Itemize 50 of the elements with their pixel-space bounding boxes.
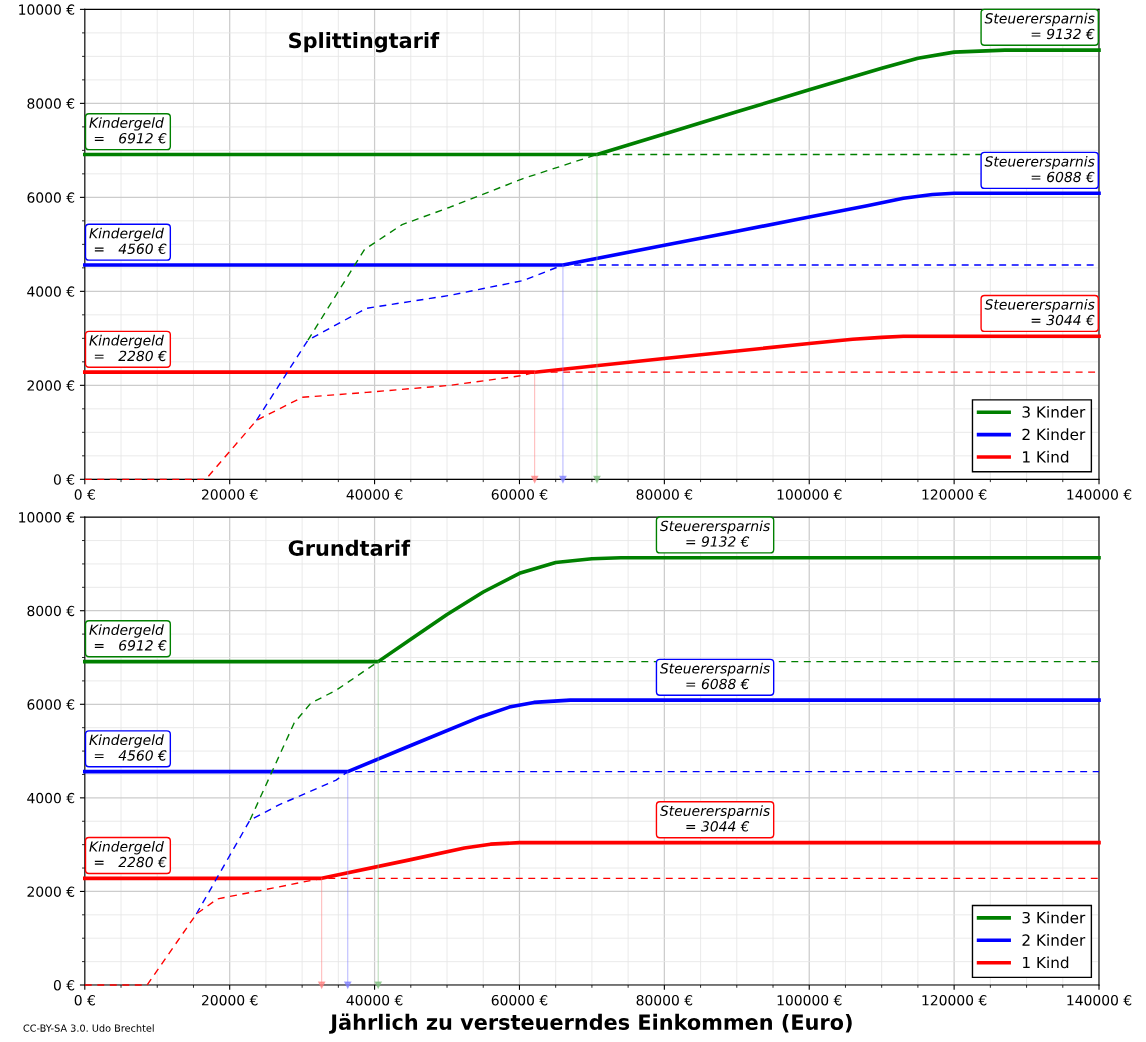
y-tick-label: 0 € xyxy=(53,474,75,485)
text: CC-BY-SA 3.0. Udo Brechtel xyxy=(23,1024,154,1032)
x-tick-label: 40000 € xyxy=(346,994,403,1006)
y-tick-label: 2000 € xyxy=(27,886,75,897)
y-tick-label: 4000 € xyxy=(27,286,75,297)
annotation: Steuerersparnis = 3044 € xyxy=(660,805,770,832)
x-tick-label: 60000 € xyxy=(491,489,548,500)
annotation: Kindergeld = 2280 € xyxy=(89,841,167,868)
y-tick-label: 0 € xyxy=(53,979,75,991)
y-tick-label: 10000 € xyxy=(19,512,75,523)
x-tick-label: 20000 € xyxy=(201,489,258,500)
text: Grundtarif xyxy=(288,539,411,556)
annotation: Kindergeld = 6912 € xyxy=(89,624,167,651)
annotation: Steuerersparnis = 3044 € xyxy=(984,298,1095,326)
x-tick-label: 140000 € xyxy=(1067,994,1132,1006)
text: Splittingtarif xyxy=(289,32,440,53)
legend-label: 1 Kind xyxy=(1023,450,1069,463)
annotation: Kindergeld = 2280 € xyxy=(89,334,167,362)
x-axis-title: Jährlich zu versteuerndes Einkommen (Euro) xyxy=(329,1013,852,1034)
x-tick-label: 60000 € xyxy=(491,994,548,1006)
x-tick-label: 120000 € xyxy=(922,994,987,1006)
annotation: Steuerersparnis = 6088 € xyxy=(984,155,1095,183)
y-tick-label: 6000 € xyxy=(27,699,75,710)
annotation: Kindergeld = 6912 € xyxy=(89,117,167,144)
x-tick-label: 120000 € xyxy=(922,489,987,500)
x-tick-label: 100000 € xyxy=(777,489,842,500)
x-tick-label: 80000 € xyxy=(636,489,693,500)
y-tick-label: 6000 € xyxy=(27,192,75,203)
y-tick-label: 2000 € xyxy=(27,380,75,391)
annotation: Kindergeld = 4560 € xyxy=(89,227,167,254)
y-tick-label: 8000 € xyxy=(27,98,75,109)
annotation: Steuerersparnis = 9132 € xyxy=(660,520,770,547)
annotation: Steuerersparnis = 6088 € xyxy=(660,662,770,690)
y-tick-label: 8000 € xyxy=(27,605,75,617)
x-tick-label: 0 € xyxy=(74,994,95,1006)
legend-label: 1 Kind xyxy=(1023,956,1069,969)
legend-label: 2 Kinder xyxy=(1022,934,1086,946)
x-tick-label: 140000 € xyxy=(1067,489,1132,500)
x-tick-label: 40000 € xyxy=(346,489,403,500)
y-tick-label: 4000 € xyxy=(27,792,75,804)
x-tick-label: 20000 € xyxy=(201,994,258,1006)
y-tick-label: 10000 € xyxy=(19,4,75,15)
x-tick-label: 80000 € xyxy=(636,994,693,1006)
x-tick-label: 100000 € xyxy=(777,994,842,1006)
x-tick-label: 0 € xyxy=(74,489,95,500)
legend-label: 3 Kinder xyxy=(1022,405,1086,418)
legend-label: 3 Kinder xyxy=(1022,911,1086,924)
annotation: Steuerersparnis = 9132 € xyxy=(984,12,1095,40)
legend-label: 2 Kinder xyxy=(1022,428,1086,441)
annotation: Kindergeld = 4560 € xyxy=(89,734,167,761)
